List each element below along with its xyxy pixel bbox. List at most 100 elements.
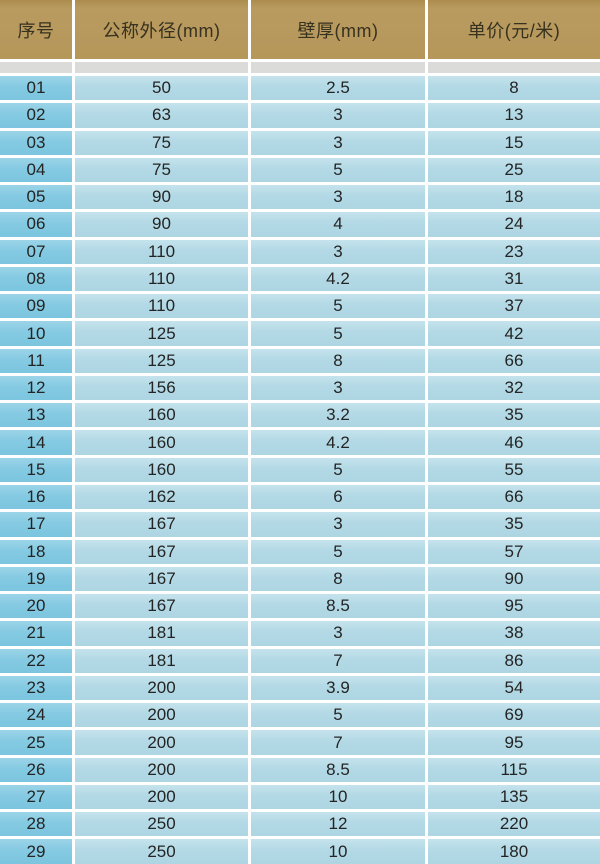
serial-cell: 06 — [0, 212, 72, 237]
price-cell: 8 — [428, 76, 600, 101]
price-cell: 180 — [428, 839, 600, 864]
thickness-cell: 5 — [251, 703, 425, 728]
thickness-cell: 3 — [251, 621, 425, 646]
serial-cell: 04 — [0, 157, 72, 183]
price-cell: 66 — [428, 348, 600, 373]
diameter-cell: 167 — [75, 566, 248, 592]
serial-cell: 02 — [0, 103, 72, 128]
diameter-cell: 160 — [75, 403, 248, 428]
serial-cell: 24 — [0, 703, 72, 728]
diameter-cell: 200 — [75, 757, 248, 782]
price-cell: 46 — [428, 430, 600, 455]
spacer-price-cell — [428, 62, 600, 73]
price-cell: 55 — [428, 457, 600, 482]
serial-cell: 19 — [0, 566, 72, 592]
thickness-cell: 5 — [251, 294, 425, 319]
serial-cell: 15 — [0, 457, 72, 482]
thickness-cell: 10 — [251, 839, 425, 864]
diameter-cell: 160 — [75, 430, 248, 455]
serial-cell: 18 — [0, 539, 72, 564]
price-cell: 42 — [428, 321, 600, 346]
diameter-cell: 90 — [75, 185, 248, 210]
price-cell: 35 — [428, 512, 600, 537]
price-cell: 35 — [428, 403, 600, 428]
thickness-cell: 3 — [251, 103, 425, 128]
diameter-cell: 162 — [75, 484, 248, 510]
serial-cell: 07 — [0, 239, 72, 264]
serial-cell: 03 — [0, 130, 72, 155]
thickness-cell: 3 — [251, 512, 425, 537]
thickness-cell: 10 — [251, 784, 425, 810]
diameter-cell: 200 — [75, 784, 248, 810]
serial-cell: 08 — [0, 266, 72, 292]
price-cell: 31 — [428, 266, 600, 292]
thickness-cell: 5 — [251, 321, 425, 346]
price-cell: 115 — [428, 757, 600, 782]
price-cell: 37 — [428, 294, 600, 319]
diameter-cell: 50 — [75, 76, 248, 101]
serial-cell: 16 — [0, 484, 72, 510]
price-cell: 95 — [428, 594, 600, 619]
header-serial: 序号 — [0, 0, 72, 59]
serial-cell: 22 — [0, 648, 72, 673]
price-cell: 86 — [428, 648, 600, 673]
spacer-diameter-cell — [75, 62, 248, 73]
price-cell: 15 — [428, 130, 600, 155]
price-cell: 13 — [428, 103, 600, 128]
serial-cell: 12 — [0, 375, 72, 401]
diameter-cell: 75 — [75, 157, 248, 183]
serial-cell: 27 — [0, 784, 72, 810]
price-cell: 135 — [428, 784, 600, 810]
price-cell: 25 — [428, 157, 600, 183]
spacer-thickness-cell — [251, 62, 425, 73]
thickness-cell: 5 — [251, 539, 425, 564]
thickness-cell: 8 — [251, 348, 425, 373]
price-cell: 24 — [428, 212, 600, 237]
thickness-cell: 3.2 — [251, 403, 425, 428]
price-cell: 66 — [428, 484, 600, 510]
serial-cell: 13 — [0, 403, 72, 428]
thickness-cell: 3 — [251, 185, 425, 210]
diameter-cell: 125 — [75, 321, 248, 346]
serial-cell: 28 — [0, 812, 72, 837]
diameter-cell: 200 — [75, 703, 248, 728]
thickness-cell: 6 — [251, 484, 425, 510]
diameter-cell: 250 — [75, 812, 248, 837]
thickness-cell: 12 — [251, 812, 425, 837]
thickness-cell: 8 — [251, 566, 425, 592]
thickness-cell: 4 — [251, 212, 425, 237]
diameter-cell: 75 — [75, 130, 248, 155]
price-cell: 38 — [428, 621, 600, 646]
diameter-cell: 250 — [75, 839, 248, 864]
price-cell: 95 — [428, 730, 600, 755]
serial-cell: 09 — [0, 294, 72, 319]
diameter-cell: 160 — [75, 457, 248, 482]
thickness-cell: 8.5 — [251, 594, 425, 619]
price-cell: 220 — [428, 812, 600, 837]
serial-cell: 11 — [0, 348, 72, 373]
price-cell: 69 — [428, 703, 600, 728]
serial-cell: 21 — [0, 621, 72, 646]
diameter-cell: 167 — [75, 512, 248, 537]
thickness-cell: 4.2 — [251, 430, 425, 455]
serial-cell: 14 — [0, 430, 72, 455]
header-thickness: 壁厚(mm) — [251, 0, 425, 59]
diameter-cell: 125 — [75, 348, 248, 373]
serial-cell: 05 — [0, 185, 72, 210]
thickness-cell: 5 — [251, 457, 425, 482]
thickness-cell: 2.5 — [251, 76, 425, 101]
header-diameter: 公称外径(mm) — [75, 0, 248, 59]
price-cell: 90 — [428, 566, 600, 592]
diameter-cell: 90 — [75, 212, 248, 237]
price-cell: 18 — [428, 185, 600, 210]
serial-cell: 23 — [0, 675, 72, 701]
price-cell: 23 — [428, 239, 600, 264]
diameter-cell: 200 — [75, 675, 248, 701]
thickness-cell: 3 — [251, 375, 425, 401]
serial-cell: 26 — [0, 757, 72, 782]
thickness-cell: 7 — [251, 730, 425, 755]
diameter-cell: 156 — [75, 375, 248, 401]
diameter-cell: 110 — [75, 239, 248, 264]
price-cell: 32 — [428, 375, 600, 401]
